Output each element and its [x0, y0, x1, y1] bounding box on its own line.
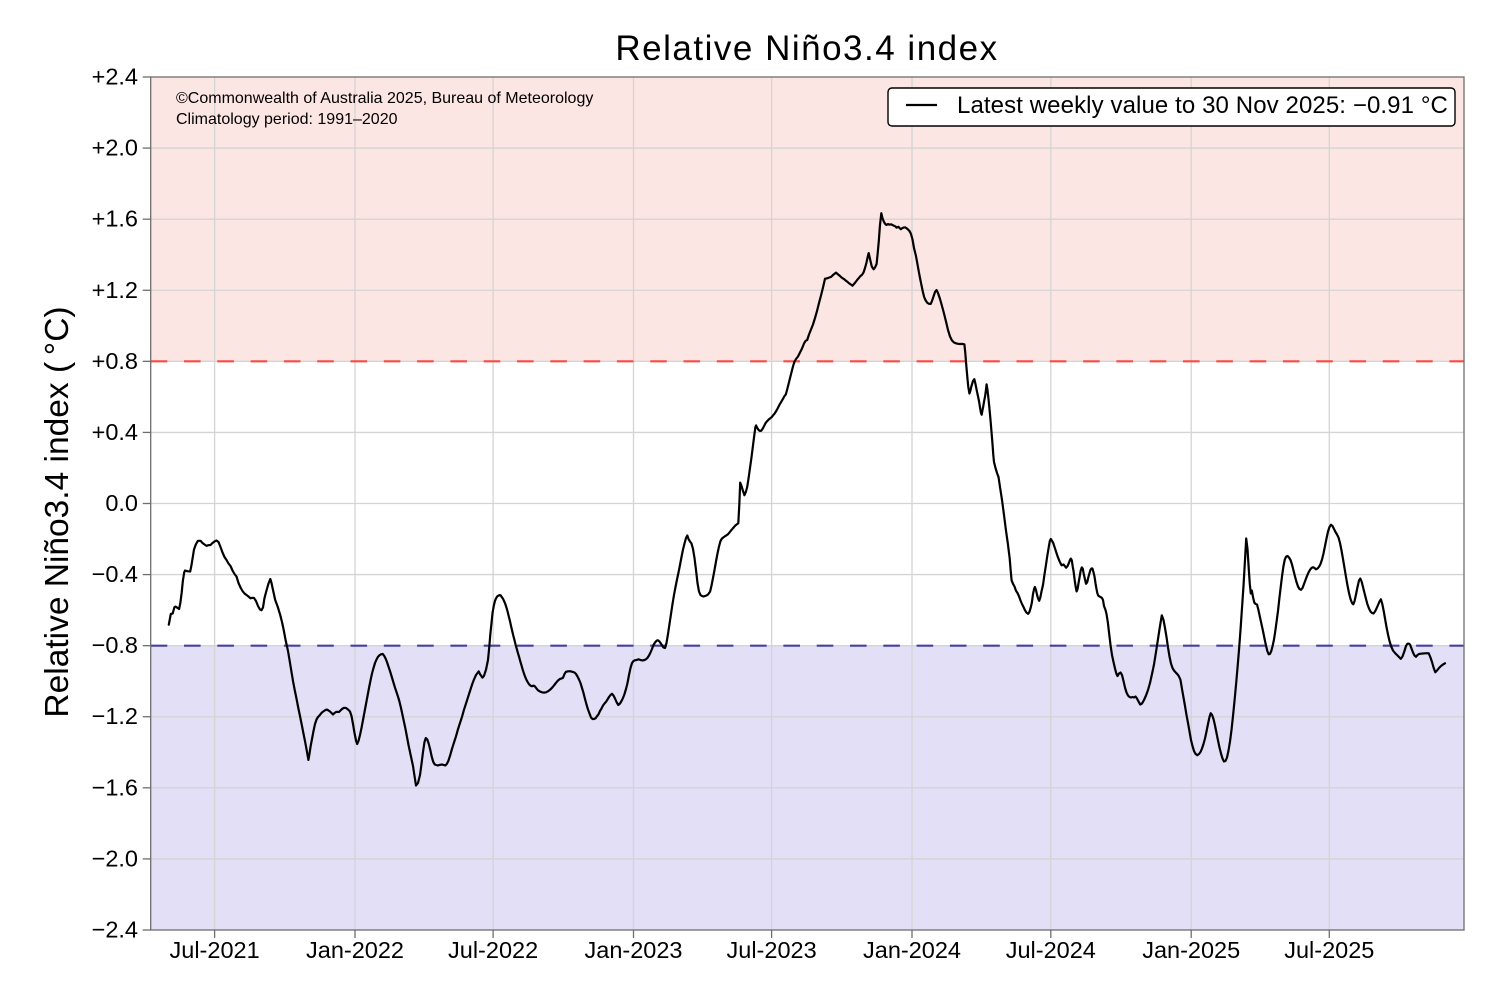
svg-text:Jan-2023: Jan-2023: [585, 937, 683, 963]
svg-text:Relative Niño3.4 index ( °C): Relative Niño3.4 index ( °C): [39, 306, 76, 717]
svg-text:+1.2: +1.2: [92, 277, 138, 303]
svg-text:−1.6: −1.6: [92, 774, 138, 800]
svg-text:0.0: 0.0: [105, 490, 138, 516]
svg-text:−0.8: −0.8: [92, 632, 138, 658]
svg-text:Jul-2022: Jul-2022: [448, 937, 538, 963]
svg-text:−0.4: −0.4: [92, 561, 138, 587]
svg-text:Climatology period: 1991–2020: Climatology period: 1991–2020: [176, 111, 398, 128]
svg-text:Jul-2025: Jul-2025: [1284, 937, 1374, 963]
svg-text:+1.6: +1.6: [92, 206, 138, 232]
svg-text:Relative Niño3.4 index: Relative Niño3.4 index: [615, 29, 998, 68]
svg-text:Jul-2021: Jul-2021: [170, 937, 260, 963]
svg-text:Jul-2023: Jul-2023: [727, 937, 817, 963]
svg-text:Jul-2024: Jul-2024: [1006, 937, 1096, 963]
svg-text:+2.0: +2.0: [92, 135, 138, 161]
svg-text:−2.0: −2.0: [92, 845, 138, 871]
svg-text:Jan-2022: Jan-2022: [306, 937, 404, 963]
svg-text:−1.2: −1.2: [92, 703, 138, 729]
svg-text:+0.8: +0.8: [92, 348, 138, 374]
svg-text:Jan-2024: Jan-2024: [863, 937, 961, 963]
svg-text:©Commonwealth of Australia 202: ©Commonwealth of Australia 2025, Bureau …: [176, 90, 593, 107]
svg-text:−2.4: −2.4: [92, 917, 138, 943]
svg-text:Jan-2025: Jan-2025: [1142, 937, 1240, 963]
svg-text:+2.4: +2.4: [92, 64, 138, 90]
svg-text:+0.4: +0.4: [92, 419, 138, 445]
svg-text:Latest weekly value to 30 Nov: Latest weekly value to 30 Nov 2025: −0.9…: [957, 92, 1448, 119]
